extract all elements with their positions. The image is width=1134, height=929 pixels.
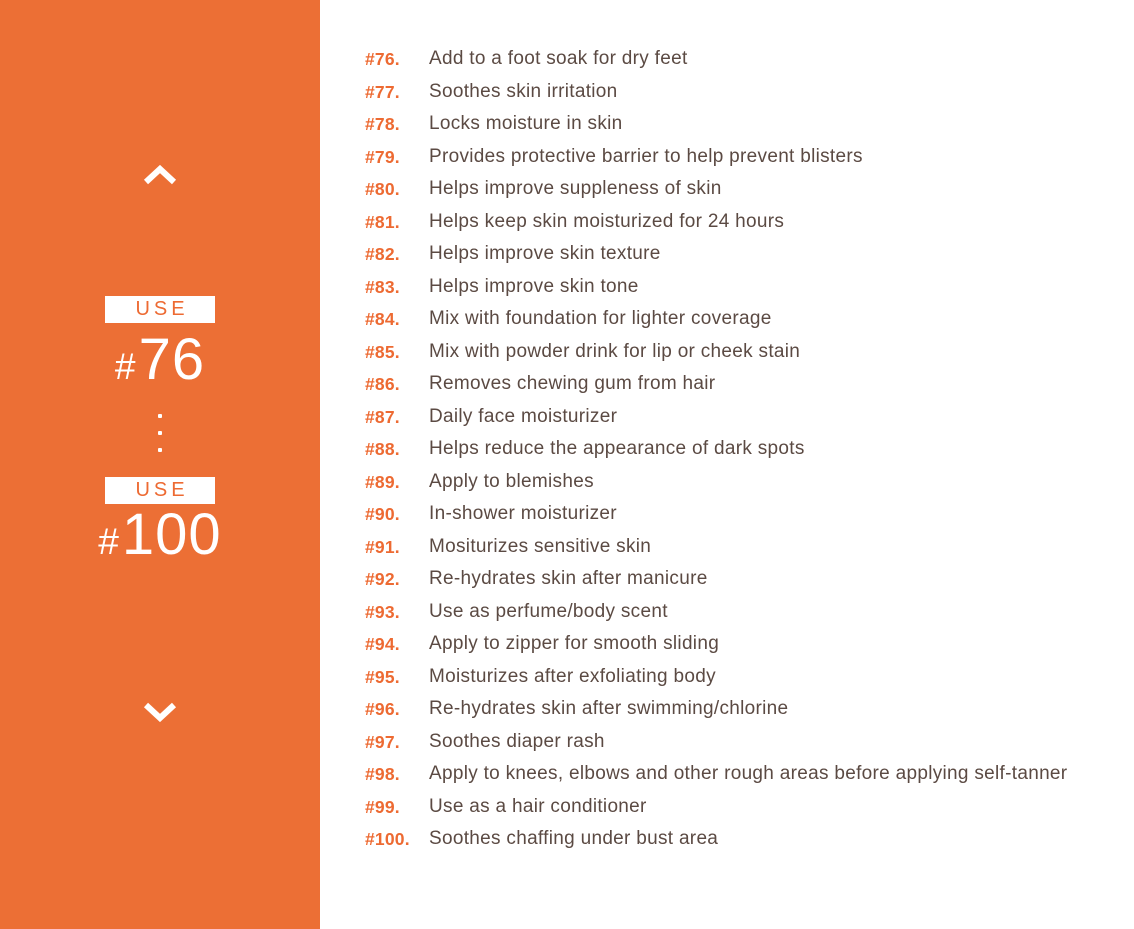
- list-item: #89. Apply to blemishes: [365, 470, 1114, 495]
- list-item-number: #76.: [365, 49, 400, 69]
- list-item-number: #95.: [365, 666, 400, 687]
- list-item-number: #79.: [365, 146, 400, 167]
- list-item: #88. Helps reduce the appearance of dark…: [365, 437, 1114, 462]
- list-item: #81. Helps keep skin moisturized for 24 …: [365, 210, 1114, 235]
- list-item-number: #86.: [365, 374, 400, 394]
- list-item-number: #93.: [365, 601, 400, 622]
- list-item-text: Helps keep skin moisturized for 24 hours: [429, 210, 785, 232]
- use-number-bottom-value: 100: [121, 502, 222, 567]
- list-item-number: #84.: [365, 309, 400, 329]
- list-item-number: #89.: [365, 471, 400, 492]
- uses-list: #76. Add to a foot soak for dry feet #77…: [365, 47, 1114, 852]
- list-item-number: #90.: [365, 504, 400, 524]
- scroll-up-button[interactable]: [132, 155, 188, 195]
- list-item: #83. Helps improve skin tone: [365, 275, 1114, 300]
- list-item-number: #80.: [365, 179, 400, 199]
- list-item: #98. Apply to knees, elbows and other ro…: [365, 762, 1114, 787]
- use-badge-top-label: USE: [135, 298, 189, 320]
- list-item: #86. Removes chewing gum from hair: [365, 372, 1114, 397]
- list-item-number: #78.: [365, 114, 400, 134]
- list-item: #76. Add to a foot soak for dry feet: [365, 47, 1114, 72]
- list-item: #87. Daily face moisturizer: [365, 405, 1114, 430]
- use-badge-bottom: USE: [105, 477, 215, 504]
- list-item-number: #91.: [365, 536, 400, 557]
- uses-range-sidebar: USE #76 USE #100: [0, 0, 320, 929]
- use-badge-bottom-label: USE: [135, 479, 189, 501]
- list-item-text: Apply to zipper for smooth sliding: [429, 633, 720, 654]
- list-item-text: Moisturizes after exfoliating body: [429, 665, 716, 687]
- list-item-text: Mix with powder drink for lip or cheek s…: [429, 340, 801, 362]
- list-item-text: Re-hydrates skin after swimming/chlorine: [429, 698, 789, 719]
- hash-symbol: #: [98, 520, 120, 562]
- list-item-text: Helps reduce the appearance of dark spot…: [429, 438, 805, 459]
- list-item: #91. Mositurizes sensitive skin: [365, 535, 1114, 560]
- use-badge-top: USE: [105, 296, 215, 323]
- list-item-text: Helps improve skin texture: [429, 243, 661, 264]
- list-item-text: Removes chewing gum from hair: [429, 373, 716, 394]
- list-item: #99. Use as a hair conditioner: [365, 795, 1114, 820]
- list-item-number: #100.: [365, 829, 410, 849]
- hash-symbol: #: [114, 345, 137, 387]
- list-item-number: #98.: [365, 764, 400, 784]
- list-item-text: Helps improve skin tone: [429, 275, 639, 297]
- list-item-text: Locks moisture in skin: [429, 113, 623, 134]
- scroll-down-button[interactable]: [132, 692, 188, 732]
- list-item-text: In-shower moisturizer: [429, 503, 617, 524]
- list-item: #93. Use as perfume/body scent: [365, 600, 1114, 625]
- list-item: #85. Mix with powder drink for lip or ch…: [365, 340, 1114, 365]
- list-item: #80. Helps improve suppleness of skin: [365, 177, 1114, 202]
- list-item: #97. Soothes diaper rash: [365, 730, 1114, 755]
- list-item-text: Apply to blemishes: [429, 470, 594, 492]
- chevron-down-icon: [141, 699, 179, 725]
- list-item-number: #92.: [365, 569, 400, 589]
- uses-list-panel: #76. Add to a foot soak for dry feet #77…: [320, 0, 1134, 929]
- list-item-text: Use as perfume/body scent: [429, 600, 668, 622]
- list-item: #90. In-shower moisturizer: [365, 502, 1114, 527]
- list-item: #78. Locks moisture in skin: [365, 112, 1114, 137]
- chevron-up-icon: [141, 162, 179, 188]
- list-item: #95. Moisturizes after exfoliating body: [365, 665, 1114, 690]
- list-item: #79. Provides protective barrier to help…: [365, 145, 1114, 170]
- use-number-bottom: #100: [0, 506, 320, 564]
- list-item-text: Mix with foundation for lighter coverage: [429, 308, 772, 329]
- list-item: #77. Soothes skin irritation: [365, 80, 1114, 105]
- list-item-number: #88.: [365, 439, 400, 459]
- list-item: #100. Soothes chaffing under bust area: [365, 827, 1114, 852]
- list-item: #96. Re-hydrates skin after swimming/chl…: [365, 697, 1114, 722]
- list-item: #92. Re-hydrates skin after manicure: [365, 567, 1114, 592]
- list-item-text: Apply to knees, elbows and other rough a…: [429, 763, 1068, 784]
- use-number-top: #76: [0, 331, 320, 389]
- list-item-number: #85.: [365, 341, 400, 362]
- list-item-number: #77.: [365, 81, 400, 102]
- list-item-number: #96.: [365, 699, 400, 719]
- list-item-number: #81.: [365, 211, 400, 232]
- use-number-top-value: 76: [138, 327, 206, 392]
- list-item-text: Soothes chaffing under bust area: [429, 828, 719, 849]
- list-item: #84. Mix with foundation for lighter cov…: [365, 307, 1114, 332]
- list-item-text: Add to a foot soak for dry feet: [429, 48, 688, 69]
- vertical-ellipsis-icon: [0, 407, 320, 458]
- list-item: #82. Helps improve skin texture: [365, 242, 1114, 267]
- list-item-number: #83.: [365, 276, 400, 297]
- list-item-number: #97.: [365, 731, 400, 752]
- list-item-number: #82.: [365, 244, 400, 264]
- list-item-text: Daily face moisturizer: [429, 405, 618, 427]
- list-item-text: Mositurizes sensitive skin: [429, 535, 652, 557]
- list-item-text: Helps improve suppleness of skin: [429, 178, 722, 199]
- list-item-text: Soothes skin irritation: [429, 80, 618, 102]
- list-item-number: #94.: [365, 634, 400, 654]
- list-item-text: Re-hydrates skin after manicure: [429, 568, 708, 589]
- list-item: #94. Apply to zipper for smooth sliding: [365, 632, 1114, 657]
- list-item-number: #99.: [365, 796, 400, 817]
- list-item-text: Provides protective barrier to help prev…: [429, 145, 863, 167]
- list-item-text: Soothes diaper rash: [429, 730, 605, 752]
- list-item-number: #87.: [365, 406, 400, 427]
- list-item-text: Use as a hair conditioner: [429, 795, 647, 817]
